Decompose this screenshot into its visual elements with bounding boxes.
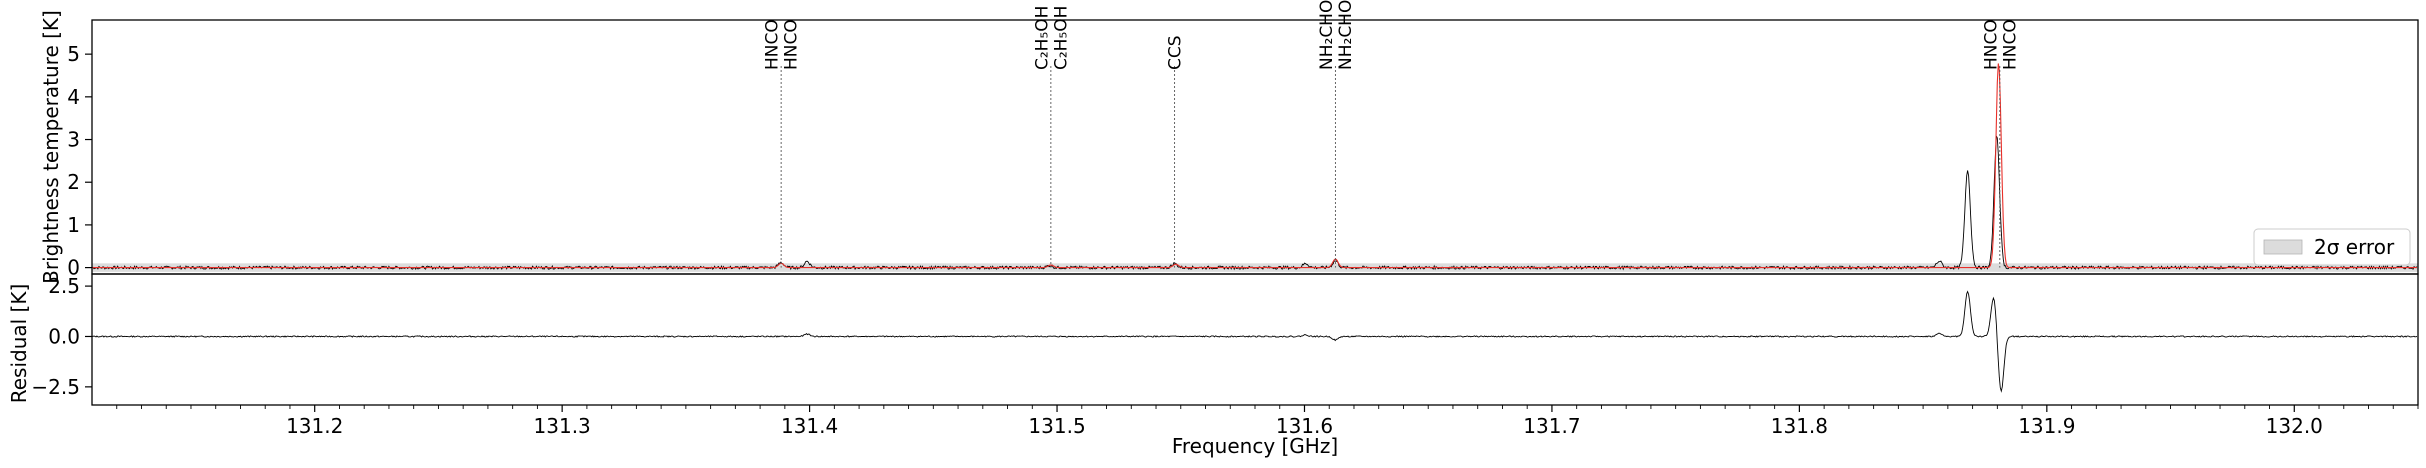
x-tick-label-4: 131.6 xyxy=(1276,414,1333,438)
spectrum-y-axis: 0 1 2 3 4 5 xyxy=(67,42,92,280)
residual-y-tick-label-1: 0.0 xyxy=(48,324,80,348)
residual-axes: −2.5 0.0 2.5 131.2 131.3 131.4 131.5 131.6 131.7… xyxy=(31,274,2419,438)
x-tick-label-3: 131.5 xyxy=(1028,414,1085,438)
x-tick-label-2: 131.4 xyxy=(781,414,838,438)
line-label-1-0: C₂H₅OH xyxy=(1032,6,1052,70)
frequency-x-axis-title: Frequency [GHz] xyxy=(1172,434,1338,458)
observed-spectrum-line xyxy=(91,135,2418,271)
residual-series-layer xyxy=(91,290,2418,393)
line-label-3-1: NH₂CHO xyxy=(1336,0,1356,70)
line-label-4-1: HNCO xyxy=(2000,19,2020,70)
line-label-4-0: HNCO xyxy=(1981,19,2001,70)
residual-plot-frame xyxy=(91,273,2419,406)
residual-y-tick-label-2: 2.5 xyxy=(48,274,80,298)
line-label-0-0: HNCO xyxy=(763,19,783,70)
spectrum-y-tick-label-1: 1 xyxy=(67,213,80,237)
spectrum-y-tick-label-3: 3 xyxy=(67,128,80,152)
spectrum-y-axis-title: Brightness temperature [K] xyxy=(39,10,63,284)
line-label-2-0: CCS xyxy=(1166,35,1186,70)
legend-frame xyxy=(2253,228,2411,266)
spectrum-y-tick-label-4: 4 xyxy=(67,85,80,109)
x-tick-label-0: 131.2 xyxy=(286,414,343,438)
line-label-1-1: C₂H₅OH xyxy=(1051,6,1071,70)
legend: 2σ error xyxy=(2253,228,2411,266)
line-marker-layer: HNCO HNCO C₂H₅OH C₂H₅OH CCS NH₂CHO NH₂CHO HNCO H… xyxy=(763,0,2020,268)
model-spectrum-line xyxy=(92,63,2417,269)
spectrum-series-layer xyxy=(91,63,2418,271)
x-tick-label-8: 132.0 xyxy=(2266,414,2323,438)
legend-swatch-error xyxy=(2263,239,2303,255)
residual-y-axis-title: Residual [K] xyxy=(7,284,31,404)
line-label-3-0: NH₂CHO xyxy=(1317,0,1337,70)
spectrum-panel: HNCO HNCO C₂H₅OH C₂H₅OH CCS NH₂CHO NH₂CHO HNCO H… xyxy=(39,0,2419,284)
x-tick-label-6: 131.8 xyxy=(1771,414,1828,438)
residual-y-tick-label-0: −2.5 xyxy=(31,375,80,399)
residual-panel: −2.5 0.0 2.5 131.2 131.3 131.4 131.5 131.6 131.7… xyxy=(7,273,2419,458)
x-tick-label-1: 131.3 xyxy=(534,414,591,438)
line-label-0-1: HNCO xyxy=(782,19,802,70)
spectrum-y-tick-label-0: 0 xyxy=(67,256,80,280)
legend-label-error: 2σ error xyxy=(2314,235,2395,259)
spectrum-plot-frame xyxy=(91,19,2419,275)
spectrum-y-tick-label-2: 2 xyxy=(67,170,80,194)
spectrum-y-tick-label-5: 5 xyxy=(67,42,80,66)
residual-line xyxy=(91,290,2418,393)
x-tick-label-7: 131.9 xyxy=(2018,414,2075,438)
x-tick-label-5: 131.7 xyxy=(1523,414,1580,438)
